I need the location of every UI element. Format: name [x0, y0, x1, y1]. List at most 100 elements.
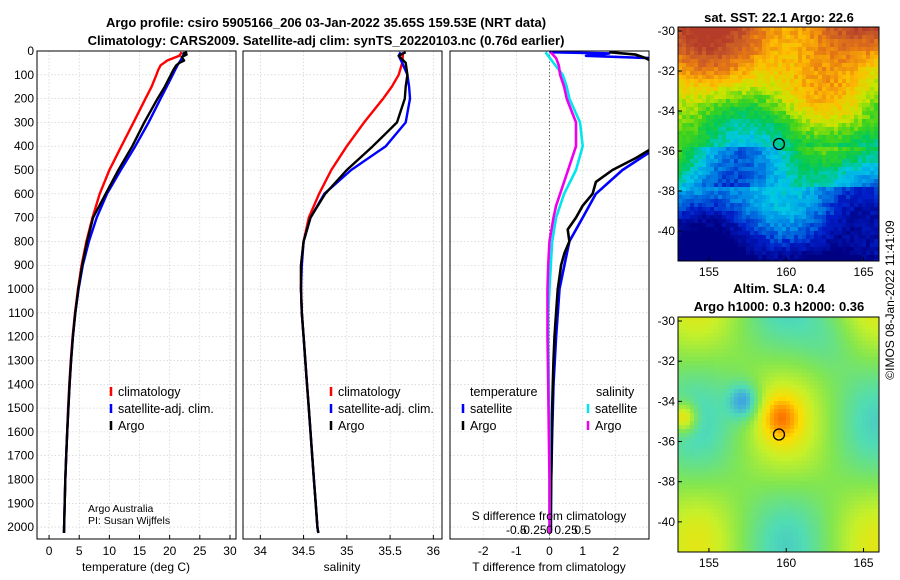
map-cell [750, 433, 755, 438]
map-cell [782, 103, 787, 108]
map-cell [854, 345, 859, 350]
map-cell [846, 83, 851, 88]
difference-axes-frame [449, 50, 650, 540]
map-cell [870, 211, 875, 216]
map-cell [746, 119, 751, 124]
map-cell [726, 317, 731, 322]
map-cell [678, 143, 683, 148]
map-cell [790, 159, 795, 164]
map-cell [678, 163, 683, 168]
map-cell [686, 127, 691, 132]
map-cell [774, 31, 779, 36]
map-cell [806, 449, 811, 454]
map-cell [794, 409, 799, 414]
map-cell [718, 389, 723, 394]
map-cell [686, 71, 691, 76]
map-cell [714, 441, 719, 446]
map-cell [734, 337, 739, 342]
map-cell [686, 425, 691, 430]
map-cell [830, 409, 835, 414]
map-cell [754, 47, 759, 52]
map-cell [810, 195, 815, 200]
map-cell [710, 35, 715, 40]
map-cell [786, 35, 791, 40]
map-cell [818, 325, 823, 330]
map-cell [750, 215, 755, 220]
map-cell [822, 71, 827, 76]
map-cell [718, 147, 723, 152]
map-cell [826, 191, 831, 196]
map-cell [770, 449, 775, 454]
map-cell [850, 171, 855, 176]
map-cell [698, 417, 703, 422]
map-cell [690, 361, 695, 366]
map-cell [862, 131, 867, 136]
map-cell [698, 35, 703, 40]
map-cell [794, 353, 799, 358]
map-cell [706, 191, 711, 196]
map-cell [766, 71, 771, 76]
map-cell [734, 365, 739, 370]
map-cell [718, 393, 723, 398]
map-cell [750, 119, 755, 124]
map-cell [818, 35, 823, 40]
map-cell [838, 349, 843, 354]
map-cell [734, 413, 739, 418]
map-cell [750, 247, 755, 252]
map-cell [706, 369, 711, 374]
map-cell [686, 317, 691, 322]
map-cell [714, 155, 719, 160]
map-cell [758, 127, 763, 132]
map-cell [826, 239, 831, 244]
map-cell [754, 191, 759, 196]
map-cell [826, 111, 831, 116]
map-cell [754, 143, 759, 148]
map-cell [822, 43, 827, 48]
x-tick-label: 30 [223, 544, 237, 558]
map-cell [794, 369, 799, 374]
map-cell [826, 79, 831, 84]
map-cell [722, 417, 727, 422]
map-cell [874, 397, 879, 402]
map-cell [826, 445, 831, 450]
map-cell [838, 329, 843, 334]
map-cell [826, 83, 831, 88]
map-cell [682, 163, 687, 168]
sst-map-title: sat. SST: 22.1 Argo: 22.6 [704, 10, 854, 25]
map-cell [762, 31, 767, 36]
map-cell [838, 231, 843, 236]
map-cell [802, 231, 807, 236]
map-cell [790, 219, 795, 224]
map-cell [826, 131, 831, 136]
depth-tick-label: 1800 [7, 472, 34, 486]
map-cell [786, 143, 791, 148]
map-cell [774, 63, 779, 68]
map-cell [742, 429, 747, 434]
map-cell [726, 127, 731, 132]
map-cell [746, 409, 751, 414]
map-cell [690, 223, 695, 228]
map-cell [858, 215, 863, 220]
map-cell [706, 147, 711, 152]
map-cell [750, 369, 755, 374]
map-cell [714, 349, 719, 354]
map-cell [738, 441, 743, 446]
map-cell [774, 433, 779, 438]
map-cell [866, 255, 871, 260]
map-cell [870, 421, 875, 426]
map-cell [738, 147, 743, 152]
map-cell [686, 95, 691, 100]
map-cell [722, 401, 727, 406]
map-cell [854, 437, 859, 442]
map-cell [850, 345, 855, 350]
map-cell [786, 151, 791, 156]
map-cell [710, 345, 715, 350]
map-cell [830, 421, 835, 426]
map-cell [690, 445, 695, 450]
map-cell [766, 123, 771, 128]
map-cell [870, 83, 875, 88]
map-cell [758, 429, 763, 434]
map-cell [706, 361, 711, 366]
map-cell [874, 55, 879, 60]
map-cell [830, 453, 835, 458]
